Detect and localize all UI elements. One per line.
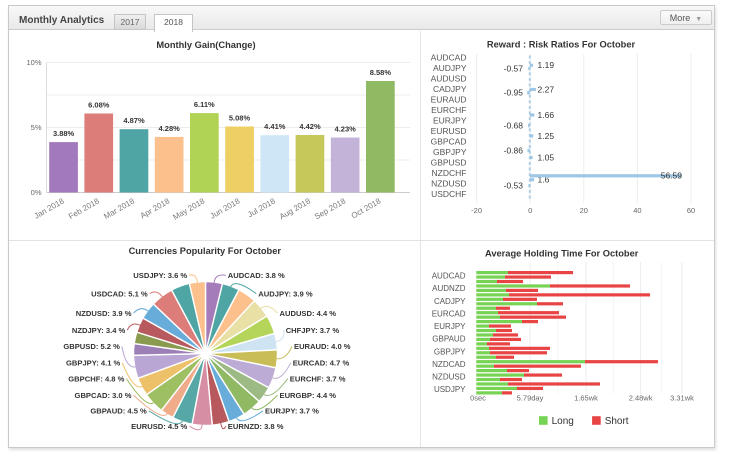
svg-text:GBPCHF: 4.8 %: GBPCHF: 4.8 % (68, 374, 124, 383)
svg-text:EURJPY: EURJPY (434, 322, 466, 331)
svg-text:EURAUD: EURAUD (431, 95, 467, 105)
svg-text:4.23%: 4.23% (335, 125, 357, 134)
svg-text:USDJPY: 3.6 %: USDJPY: 3.6 % (133, 271, 187, 280)
svg-text:6.08%: 6.08% (88, 101, 110, 110)
svg-text:8.58%: 8.58% (370, 68, 392, 77)
svg-text:EURCHF: EURCHF (431, 105, 466, 115)
svg-text:GBPAUD: GBPAUD (432, 335, 465, 344)
svg-text:Long: Long (552, 416, 574, 427)
svg-text:GBPCAD: GBPCAD (431, 136, 467, 146)
svg-text:AUDJPY: AUDJPY (433, 63, 467, 73)
svg-text:Sep 2018: Sep 2018 (313, 196, 348, 221)
svg-text:EURCHF: 3.7 %: EURCHF: 3.7 % (290, 374, 346, 383)
svg-text:-0.68: -0.68 (504, 121, 524, 131)
svg-text:1.05: 1.05 (538, 152, 555, 162)
svg-text:NZDUSD: NZDUSD (432, 373, 466, 382)
svg-text:GBPAUD: 4.5 %: GBPAUD: 4.5 % (90, 407, 147, 416)
svg-text:0%: 0% (31, 188, 42, 197)
svg-text:AUDUSD: 4.4 %: AUDUSD: 4.4 % (280, 309, 337, 318)
svg-text:Apr 2018: Apr 2018 (139, 196, 172, 220)
svg-text:0sec: 0sec (470, 393, 486, 402)
svg-text:EURCAD: 4.7 %: EURCAD: 4.7 % (293, 359, 350, 368)
svg-text:Mar 2018: Mar 2018 (102, 196, 136, 221)
svg-text:Short: Short (605, 416, 629, 427)
svg-text:Jul 2018: Jul 2018 (246, 196, 277, 219)
svg-text:AUDCAD: AUDCAD (432, 272, 466, 281)
svg-text:1.66: 1.66 (538, 110, 555, 120)
svg-text:NZDCAD: NZDCAD (432, 360, 466, 369)
svg-text:1.19: 1.19 (538, 60, 555, 70)
svg-text:AUDCAD: 3.8 %: AUDCAD: 3.8 % (228, 271, 285, 280)
svg-text:-0.86: -0.86 (504, 145, 524, 155)
svg-text:3.31wk: 3.31wk (670, 393, 694, 402)
svg-text:-20: -20 (471, 206, 482, 215)
svg-text:4.41%: 4.41% (264, 122, 286, 131)
svg-text:CHFJPY: 3.7 %: CHFJPY: 3.7 % (286, 326, 340, 335)
svg-text:Aug 2018: Aug 2018 (278, 196, 313, 221)
svg-text:USDCHF: USDCHF (431, 189, 466, 199)
svg-text:GBPCAD: 3.0 %: GBPCAD: 3.0 % (75, 391, 132, 400)
svg-text:6.11%: 6.11% (194, 100, 215, 109)
svg-text:4.87%: 4.87% (123, 116, 145, 125)
svg-text:60: 60 (687, 206, 695, 215)
svg-text:GBPJPY: GBPJPY (434, 347, 466, 356)
svg-text:Currencies Popularity For Octo: Currencies Popularity For October (129, 246, 282, 256)
svg-text:May 2018: May 2018 (171, 196, 206, 222)
svg-text:EURJPY: EURJPY (433, 115, 467, 125)
svg-text:Average Holding Time For Octob: Average Holding Time For October (485, 249, 639, 259)
svg-text:USDJPY: USDJPY (434, 385, 466, 394)
svg-text:3.88%: 3.88% (53, 129, 75, 138)
svg-text:4.28%: 4.28% (159, 124, 181, 133)
svg-text:EURUSD: EURUSD (431, 126, 467, 136)
svg-text:CADJPY: CADJPY (433, 84, 467, 94)
svg-text:GBPUSD: GBPUSD (431, 157, 467, 167)
svg-text:EURGBP: 4.4 %: EURGBP: 4.4 % (280, 391, 337, 400)
svg-text:-0.95: -0.95 (504, 88, 524, 98)
svg-text:AUDCAD: AUDCAD (431, 53, 467, 63)
svg-text:Jan 2018: Jan 2018 (33, 196, 66, 221)
svg-text:AUDUSD: AUDUSD (431, 74, 467, 84)
svg-text:5.79day: 5.79day (517, 393, 544, 402)
svg-text:NZDUSD: NZDUSD (431, 178, 466, 188)
svg-text:EURNZD: 3.8 %: EURNZD: 3.8 % (228, 422, 284, 431)
svg-text:NZDCHF: NZDCHF (432, 168, 467, 178)
svg-text:AUDNZD: AUDNZD (432, 284, 466, 293)
svg-text:4.42%: 4.42% (299, 122, 321, 131)
svg-text:Feb 2018: Feb 2018 (67, 196, 101, 221)
svg-text:Oct 2018: Oct 2018 (350, 196, 383, 220)
svg-text:40: 40 (633, 206, 641, 215)
svg-text:10%: 10% (26, 58, 41, 67)
svg-text:NZDUSD: 3.9 %: NZDUSD: 3.9 % (76, 309, 132, 318)
svg-text:5.08%: 5.08% (229, 114, 251, 123)
svg-text:GBPJPY: 4.1 %: GBPJPY: 4.1 % (66, 359, 121, 368)
svg-text:GBPUSD: 5.2 %: GBPUSD: 5.2 % (63, 342, 120, 351)
svg-text:56.59: 56.59 (661, 171, 683, 181)
svg-text:2.27: 2.27 (538, 84, 555, 94)
svg-text:AUDJPY: 3.9 %: AUDJPY: 3.9 % (258, 289, 313, 298)
svg-text:EURJPY: 3.7 %: EURJPY: 3.7 % (265, 407, 319, 416)
svg-text:1.25: 1.25 (538, 131, 555, 141)
svg-text:-0.57: -0.57 (504, 64, 524, 74)
svg-text:GBPJPY: GBPJPY (433, 147, 467, 157)
svg-text:2.48wk: 2.48wk (629, 393, 653, 402)
svg-text:-0.53: -0.53 (504, 181, 524, 191)
svg-text:EURCAD: EURCAD (432, 309, 466, 318)
svg-text:5%: 5% (31, 123, 42, 132)
svg-text:USDCAD: 5.1 %: USDCAD: 5.1 % (91, 289, 148, 298)
svg-text:EURUSD: 4.5 %: EURUSD: 4.5 % (131, 422, 187, 431)
svg-text:0: 0 (528, 206, 532, 215)
svg-text:Jun 2018: Jun 2018 (208, 196, 241, 221)
svg-text:20: 20 (580, 206, 588, 215)
svg-text:Reward : Risk Ratios For Octob: Reward : Risk Ratios For October (487, 40, 636, 50)
svg-text:CADJPY: CADJPY (434, 297, 466, 306)
svg-text:1.65wk: 1.65wk (574, 393, 598, 402)
svg-text:1.6: 1.6 (538, 175, 550, 185)
svg-text:Monthly Gain(Change): Monthly Gain(Change) (156, 40, 255, 50)
svg-text:EURAUD: 4.0 %: EURAUD: 4.0 % (294, 342, 351, 351)
svg-text:NZDJPY: 3.4 %: NZDJPY: 3.4 % (72, 326, 126, 335)
